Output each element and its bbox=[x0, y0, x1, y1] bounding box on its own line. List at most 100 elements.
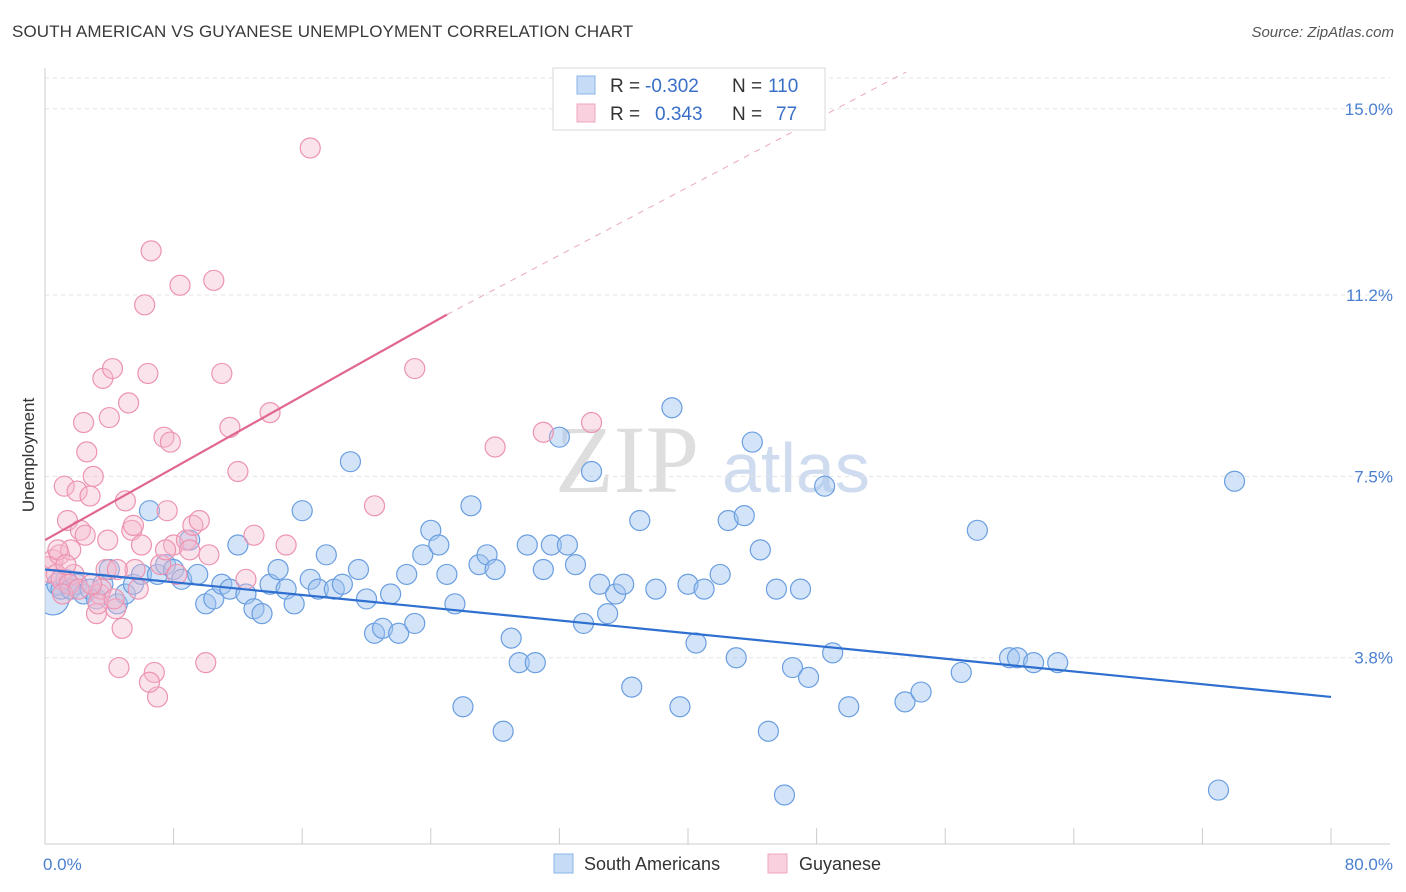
point-guyanese bbox=[130, 534, 153, 556]
point-guyanese bbox=[108, 656, 130, 679]
point-south-americans bbox=[1207, 779, 1230, 801]
point-south-americans bbox=[588, 573, 611, 595]
point-guyanese bbox=[138, 671, 161, 693]
point-south-americans bbox=[452, 696, 474, 718]
point-guyanese bbox=[103, 588, 125, 610]
point-guyanese bbox=[580, 411, 603, 434]
point-south-americans bbox=[1047, 652, 1069, 674]
point-south-americans bbox=[396, 563, 418, 586]
point-south-americans bbox=[540, 534, 562, 556]
point-guyanese bbox=[198, 544, 220, 566]
bottom-legend-swatch-guyanese bbox=[767, 853, 788, 874]
point-south-americans bbox=[580, 460, 603, 483]
trend-line-south-americans bbox=[45, 568, 1332, 699]
point-south-americans bbox=[138, 500, 161, 522]
point-south-americans bbox=[814, 475, 836, 497]
point-guyanese bbox=[235, 568, 257, 590]
source-label: Source: ZipAtlas.com bbox=[1251, 24, 1394, 41]
point-south-americans bbox=[781, 656, 804, 679]
point-south-americans bbox=[773, 784, 796, 806]
point-guyanese bbox=[159, 431, 181, 453]
point-guyanese bbox=[140, 240, 162, 262]
point-guyanese bbox=[79, 485, 101, 507]
point-south-americans bbox=[1023, 652, 1045, 674]
point-south-americans bbox=[291, 500, 313, 522]
legend-swatch-guyanese bbox=[576, 103, 596, 123]
point-guyanese bbox=[134, 294, 156, 316]
chart-title: SOUTH AMERICAN VS GUYANESE UNEMPLOYMENT … bbox=[12, 22, 634, 41]
point-guyanese bbox=[74, 524, 96, 546]
legend-swatch-south-americans bbox=[576, 75, 596, 95]
point-south-americans bbox=[412, 544, 434, 566]
watermark-atlas: atlas bbox=[722, 429, 870, 507]
point-south-americans bbox=[516, 534, 538, 556]
point-south-americans bbox=[227, 534, 249, 556]
point-south-americans bbox=[371, 617, 394, 639]
point-south-americans bbox=[757, 720, 779, 742]
point-south-americans bbox=[789, 578, 812, 600]
y-tick-label: 11.2% bbox=[1346, 286, 1393, 305]
point-south-americans bbox=[548, 426, 571, 448]
point-south-americans bbox=[894, 691, 916, 713]
tick-labels: 3.8% 7.5% 11.2% 15.0% 0.0% 80.0% bbox=[43, 100, 1393, 874]
point-guyanese bbox=[55, 554, 77, 576]
point-guyanese bbox=[169, 274, 191, 296]
point-guyanese bbox=[299, 137, 321, 159]
point-south-americans bbox=[484, 558, 506, 581]
point-south-americans bbox=[355, 588, 378, 610]
legend-top: R = -0.302 N = 110 R = 0.343 N = 77 bbox=[552, 67, 826, 131]
point-guyanese bbox=[137, 362, 159, 385]
point-south-americans bbox=[661, 397, 683, 419]
axes bbox=[44, 68, 1390, 845]
point-guyanese bbox=[52, 583, 74, 605]
point-guyanese bbox=[227, 460, 249, 483]
point-guyanese bbox=[68, 578, 90, 600]
point-guyanese bbox=[154, 539, 177, 561]
point-guyanese bbox=[111, 617, 133, 639]
point-south-americans bbox=[597, 603, 619, 625]
point-south-americans bbox=[645, 578, 667, 600]
point-south-americans bbox=[436, 563, 458, 586]
legend-r-label-2: R = bbox=[610, 104, 640, 125]
point-guyanese bbox=[363, 495, 386, 517]
point-south-americans bbox=[500, 627, 522, 649]
point-south-americans bbox=[693, 578, 715, 600]
point-south-americans bbox=[347, 558, 370, 581]
data-points bbox=[45, 137, 1246, 806]
point-guyanese bbox=[211, 362, 233, 385]
point-guyanese bbox=[195, 652, 217, 674]
point-guyanese bbox=[98, 406, 120, 429]
point-south-americans bbox=[797, 666, 820, 688]
point-south-americans bbox=[564, 554, 587, 576]
point-south-americans bbox=[404, 612, 426, 635]
x-tick-label: 80.0% bbox=[1345, 855, 1393, 874]
point-south-americans bbox=[251, 603, 273, 625]
point-south-americans bbox=[998, 647, 1021, 669]
point-south-americans bbox=[749, 539, 771, 561]
point-south-americans bbox=[733, 504, 755, 527]
point-south-americans bbox=[685, 632, 707, 654]
point-guyanese bbox=[166, 563, 188, 586]
point-south-americans bbox=[380, 583, 402, 605]
point-guyanese bbox=[404, 357, 426, 380]
point-guyanese bbox=[188, 509, 210, 532]
point-guyanese bbox=[484, 436, 506, 458]
point-guyanese bbox=[127, 578, 149, 600]
point-guyanese bbox=[156, 500, 178, 522]
legend-n-label-1: N = bbox=[732, 76, 762, 97]
point-south-americans bbox=[741, 431, 763, 453]
point-guyanese bbox=[82, 465, 104, 487]
point-guyanese bbox=[97, 529, 119, 551]
bottom-legend-swatch-south-americans bbox=[553, 853, 574, 874]
y-tick-label: 7.5% bbox=[1354, 467, 1393, 486]
trend-lines bbox=[45, 72, 1332, 699]
bottom-legend-label-south-americans: South Americans bbox=[584, 854, 720, 874]
point-guyanese bbox=[101, 357, 124, 380]
point-south-americans bbox=[669, 696, 691, 718]
legend-n-value-1: 110 bbox=[768, 76, 798, 97]
point-guyanese bbox=[117, 392, 140, 414]
point-guyanese bbox=[87, 593, 109, 615]
y-tick-label: 15.0% bbox=[1345, 100, 1393, 119]
point-south-americans bbox=[950, 661, 972, 684]
